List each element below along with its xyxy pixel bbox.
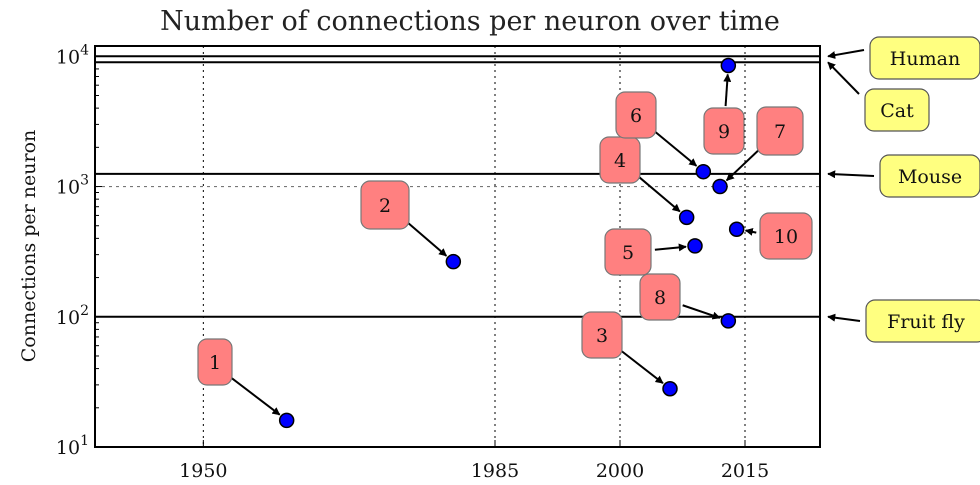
annotation-arrows: [230, 49, 875, 416]
point-arrow: [682, 304, 721, 320]
point-label-box: [197, 338, 233, 386]
point-label-text: 2: [379, 195, 391, 217]
reference-label-text: Cat: [880, 100, 914, 122]
point-arrow: [230, 377, 281, 416]
data-point: [712, 178, 728, 195]
chart-title: Number of connections per neuron over ti…: [160, 6, 780, 37]
point-label-text: 1: [209, 352, 221, 374]
point-label-box: [360, 180, 410, 230]
reference-label-box: [879, 154, 980, 198]
x-tick-label: 2000: [596, 460, 644, 482]
data-point: [728, 221, 745, 237]
grid-lines: [95, 46, 820, 447]
annotation-labels: Fruit fly Mouse Cat Human 1 2 3 4 5 6 7 8 9 10: [197, 36, 980, 386]
reference-label-box: [864, 88, 930, 132]
data-point: [678, 209, 695, 226]
reference-arrow: [827, 170, 875, 179]
x-tick-label: 1950: [179, 460, 227, 482]
point-arrow: [405, 220, 448, 257]
reference-label-text: Fruit fly: [887, 311, 965, 333]
point-label-box: [639, 273, 681, 321]
point-label-text: 6: [630, 105, 642, 127]
point-label-text: 4: [614, 150, 626, 172]
data-point: [695, 163, 712, 180]
point-arrow: [723, 73, 732, 107]
point-arrow: [654, 243, 687, 252]
point-label-box: [604, 228, 652, 276]
data-points: [278, 57, 745, 429]
reference-arrow: [827, 49, 865, 60]
point-label-text: 5: [622, 242, 634, 264]
point-label-box: [756, 106, 804, 156]
point-label-box: [581, 311, 623, 359]
x-tick-label: 1985: [471, 460, 519, 482]
reference-label-box: [869, 36, 980, 80]
plot-frame: [94, 45, 821, 448]
reference-arrow: [827, 61, 860, 95]
data-point: [720, 313, 737, 329]
data-point: [278, 412, 295, 429]
y-axis-label: Connections per neuron: [18, 130, 40, 363]
data-point: [662, 381, 678, 397]
data-point: [445, 253, 462, 270]
point-label-box: [759, 212, 813, 260]
y-tick-label: 104: [56, 42, 89, 68]
reference-arrow: [827, 313, 861, 322]
y-tick-label: 101: [56, 433, 89, 459]
reference-label-text: Mouse: [898, 166, 962, 188]
point-label-text: 7: [774, 121, 786, 143]
point-arrow: [653, 130, 698, 167]
point-arrow: [637, 175, 681, 213]
point-label-text: 9: [718, 121, 730, 143]
point-arrow: [620, 349, 664, 384]
reference-label-text: Human: [890, 48, 960, 70]
y-tick-label: 103: [56, 173, 89, 199]
point-label-text: 8: [654, 287, 666, 309]
point-arrow: [744, 227, 757, 236]
point-label-box: [703, 107, 745, 155]
data-point: [720, 57, 737, 74]
data-point: [687, 238, 703, 254]
reference-label-box: [865, 299, 980, 343]
point-arrow: [725, 147, 761, 182]
point-label-text: 3: [596, 325, 608, 347]
y-tick-label: 102: [56, 303, 89, 329]
x-tick-label: 2015: [721, 460, 769, 482]
point-label-box: [615, 91, 657, 139]
point-label-text: 10: [774, 226, 798, 248]
